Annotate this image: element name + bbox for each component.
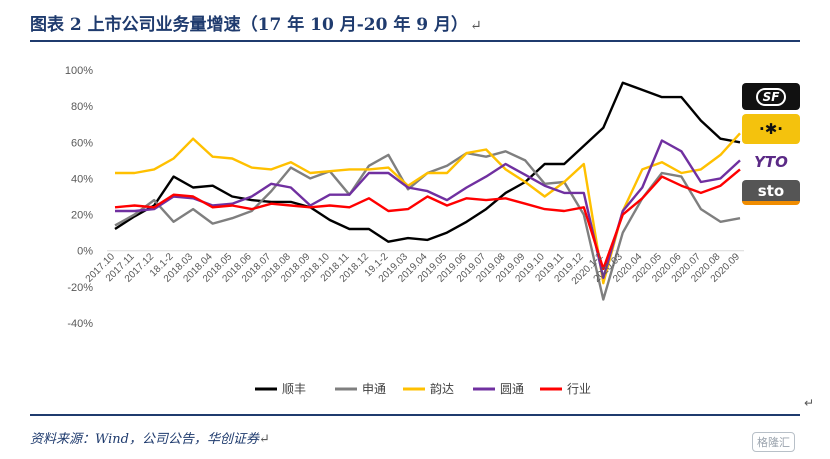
y-tick-label: 20% (71, 210, 93, 222)
legend-label: 韵达 (430, 381, 454, 396)
legend-label: 圆通 (500, 382, 524, 396)
series-line-顺丰 (114, 81, 741, 243)
y-tick-label: 0% (77, 246, 93, 258)
y-tick-label: -20% (67, 282, 93, 294)
y-tick-label: 100% (65, 65, 93, 77)
series-line-行业 (114, 168, 741, 270)
paragraph-mark: ↵ (804, 396, 815, 410)
source-note: 资料来源：Wind，公司公告，华创证券↵ (30, 432, 270, 447)
y-tick-label: -40% (67, 318, 93, 330)
y-tick-label: 80% (71, 101, 93, 113)
sto-logo: sto (742, 180, 800, 205)
watermark: 格隆汇 (752, 432, 795, 452)
y-tick-label: 40% (71, 173, 93, 185)
series-line-韵达 (115, 132, 741, 285)
series-line-圆通 (115, 139, 741, 279)
legend-label: 顺丰 (282, 382, 306, 396)
figure-title: 图表 2 上市公司业务量增速（17 年 10 月-20 年 9 月） ↵ (30, 15, 482, 35)
y-tick-label: 60% (71, 137, 93, 149)
sf-logo: SF (742, 83, 800, 110)
source-divider (30, 414, 800, 416)
yto-logo: YTO (742, 150, 800, 174)
zto-logo: ·✱· (742, 114, 800, 144)
legend-label: 申通 (362, 382, 386, 396)
title-divider (30, 40, 800, 42)
legend-label: 行业 (567, 382, 591, 396)
